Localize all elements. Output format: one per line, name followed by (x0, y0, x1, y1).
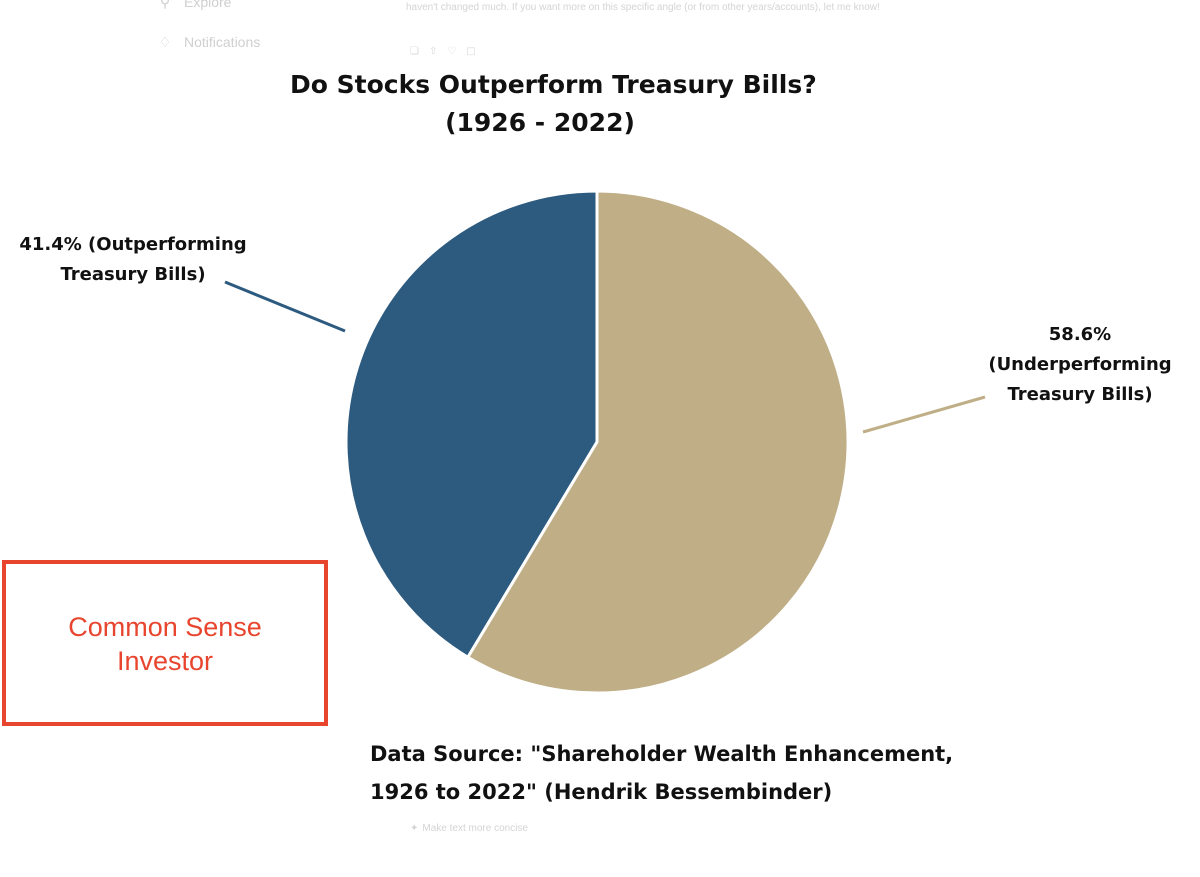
suggestion-hint[interactable]: ✦ Make text more concise (410, 823, 532, 834)
like-icon[interactable]: ♡ (447, 46, 467, 57)
pie-slice-outperforming (344, 189, 599, 659)
watermark-text: Common Sense Investor (6, 610, 324, 678)
pie-slice-underperforming (466, 189, 850, 695)
chart-title-line-1: Do Stocks Outperform Treasury Bills? (290, 70, 817, 99)
nav-explore-label: Explore (184, 0, 232, 10)
leader-line-underperforming (862, 395, 986, 434)
search-icon: ⚲ (159, 0, 171, 10)
share-icon[interactable]: ⇧ (428, 46, 448, 57)
slice-label-underperforming-line-3: Treasury Bills) (1007, 384, 1153, 405)
slice-label-outperforming-line-1: 41.4% (Outperforming (19, 234, 247, 255)
slice-label-underperforming-line-2: (Underperforming (988, 354, 1172, 375)
data-source-line-1: Data Source: "Shareholder Wealth Enhance… (370, 742, 954, 766)
data-source-line-2: 1926 to 2022" (Hendrik Bessembinder) (370, 780, 833, 804)
bell-icon: ♢ (158, 34, 172, 50)
dislike-icon[interactable]: □ (466, 46, 486, 57)
slice-label-underperforming-line-1: 58.6% (1048, 324, 1112, 345)
leader-line-outperforming (224, 280, 346, 333)
watermark-line-1: Common Sense (68, 612, 262, 642)
reply-text: haven't changed much. If you want more o… (406, 2, 880, 13)
slice-label-underperforming: 58.6% (Underperforming Treasury Bills) (975, 320, 1185, 410)
sparkle-icon: ✦ (410, 823, 419, 834)
data-source-note: Data Source: "Shareholder Wealth Enhance… (370, 735, 953, 811)
chart-title-line-2: (1926 - 2022) (445, 108, 635, 137)
slice-label-outperforming: 41.4% (Outperforming Treasury Bills) (0, 230, 266, 290)
nav-item-notifications[interactable]: ♢ Notifications (158, 34, 261, 51)
watermark-box: Common Sense Investor (2, 560, 328, 726)
nav-notifications-label: Notifications (184, 34, 261, 50)
hint-label: Make text more concise (422, 823, 528, 834)
slice-label-outperforming-line-2: Treasury Bills) (60, 264, 206, 285)
watermark-line-2: Investor (116, 646, 214, 676)
nav-item-explore[interactable]: ⚲ Explore (158, 0, 232, 11)
copy-icon[interactable]: ❏ (410, 46, 429, 57)
chart-title: Do Stocks Outperform Treasury Bills? (19… (290, 66, 817, 142)
reply-actions: ❏⇧♡□ (410, 46, 486, 57)
